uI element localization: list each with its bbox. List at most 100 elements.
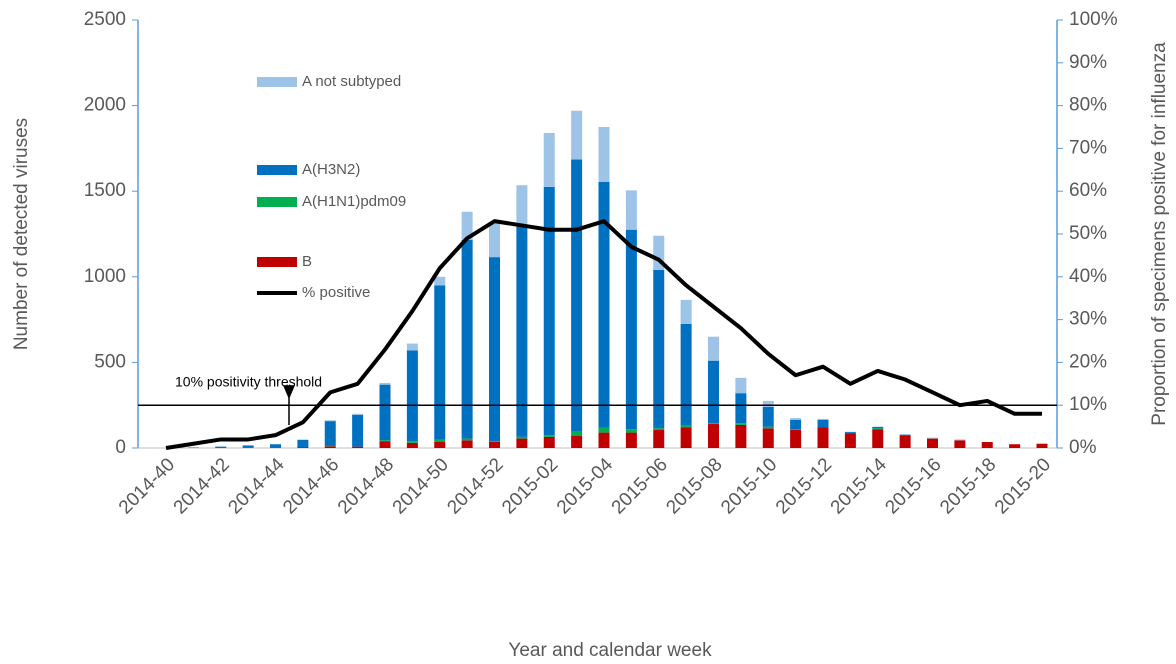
bar <box>598 181 610 428</box>
bar <box>352 413 364 415</box>
y2-tick-label: 100% <box>1069 9 1118 30</box>
bar <box>434 439 446 443</box>
bar <box>735 393 747 424</box>
bar <box>680 425 692 428</box>
legend-swatch <box>257 77 297 87</box>
bar <box>598 127 610 182</box>
bar <box>516 225 528 437</box>
x-tick-label: 2015-12 <box>772 454 836 518</box>
y2-tick-label: 30% <box>1069 309 1107 330</box>
bar <box>406 350 418 442</box>
bar <box>516 185 528 226</box>
bar <box>762 428 774 448</box>
bar <box>817 419 829 428</box>
bar <box>379 384 391 441</box>
line-series <box>165 219 1042 450</box>
bar <box>899 435 911 448</box>
y2-tick-label: 60% <box>1069 180 1107 201</box>
bar <box>762 406 774 427</box>
bar <box>543 436 555 448</box>
x-tick-label: 2014-42 <box>170 454 234 518</box>
bar <box>790 429 802 431</box>
bar <box>790 419 802 430</box>
y2-axis-title: Proportion of specimens positive for inf… <box>1149 42 1170 426</box>
bar <box>352 446 364 448</box>
x-tick-label: 2014-52 <box>443 454 507 518</box>
bar <box>927 437 938 439</box>
bar <box>406 343 418 351</box>
bar <box>571 436 583 448</box>
x-tick-label: 2014-48 <box>334 454 398 518</box>
bar <box>735 423 747 425</box>
bar <box>762 426 774 429</box>
x-tick-label: 2015-16 <box>881 454 945 518</box>
bar <box>872 428 884 430</box>
bar <box>790 430 802 448</box>
bar <box>954 439 966 441</box>
bar <box>543 132 555 187</box>
bar <box>708 423 719 425</box>
bar <box>571 159 583 432</box>
x-tick-label: 2014-46 <box>279 454 343 518</box>
x-tick-label: 2015-08 <box>662 454 726 518</box>
bar <box>461 438 473 441</box>
bar <box>543 435 555 437</box>
bar <box>872 426 884 429</box>
y-tick-label: 500 <box>94 351 126 372</box>
bar <box>379 441 391 448</box>
bar <box>762 400 774 407</box>
bar <box>516 438 528 448</box>
y2-tick-label: 80% <box>1069 95 1107 116</box>
bar <box>708 336 719 361</box>
bar <box>461 440 473 448</box>
bar <box>1009 444 1021 448</box>
bar <box>187 447 199 448</box>
bar <box>379 440 391 442</box>
y2-tick-label: 50% <box>1069 223 1107 244</box>
bar <box>844 433 856 448</box>
legend-label: A(H3N2) <box>302 161 360 178</box>
bar <box>434 285 446 440</box>
threshold-label: 10% positivity threshold <box>175 374 322 390</box>
x-tick-label: 2015-10 <box>717 454 781 518</box>
bar <box>625 432 637 448</box>
bar <box>735 424 747 448</box>
x-tick-label: 2015-02 <box>498 454 562 518</box>
bar <box>379 382 391 385</box>
bar <box>543 186 555 436</box>
y2-tick-label: 70% <box>1069 137 1107 158</box>
x-tick-label: 2014-44 <box>224 454 288 518</box>
legend-label: B <box>302 253 312 270</box>
bar <box>434 276 446 286</box>
bar <box>708 424 719 448</box>
bar <box>653 428 665 431</box>
bar <box>297 447 309 448</box>
bar <box>571 110 583 160</box>
bar <box>461 211 473 240</box>
bar <box>324 420 336 422</box>
bar <box>352 414 364 447</box>
x-tick-label: 2015-14 <box>827 454 891 518</box>
x-tick-label: 2015-06 <box>608 454 672 518</box>
y2-tick-label: 0% <box>1069 437 1097 458</box>
legend-label: A(H1N1)pdm09 <box>302 193 406 210</box>
bar <box>625 229 637 430</box>
bar <box>461 239 473 439</box>
bar <box>625 429 637 433</box>
x-tick-label: 2015-04 <box>553 454 617 518</box>
x-axis-title: Year and calendar week <box>508 640 712 661</box>
legend-swatch <box>257 197 297 207</box>
x-tick-label: 2015-20 <box>991 454 1055 518</box>
bar <box>324 421 336 446</box>
bar <box>954 440 966 448</box>
bar <box>844 432 856 434</box>
bar <box>653 269 665 429</box>
bar <box>598 427 610 433</box>
y-axis-title: Number of detected viruses <box>11 118 32 350</box>
bar <box>406 441 418 443</box>
bar <box>653 430 665 448</box>
legend-swatch <box>257 165 297 175</box>
bar <box>489 222 500 258</box>
bar <box>817 418 829 420</box>
